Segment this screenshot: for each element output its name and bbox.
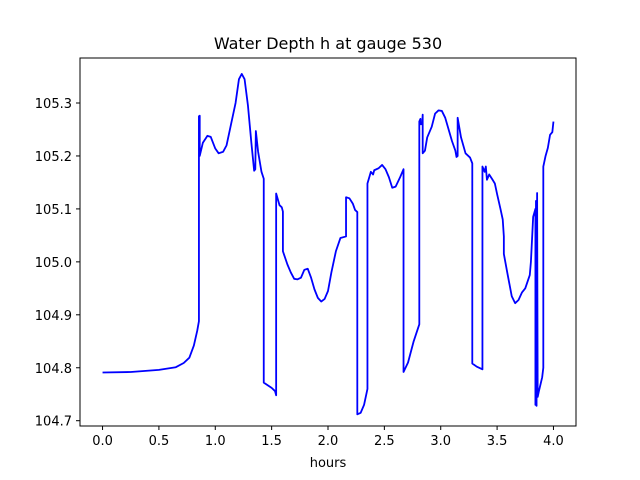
x-tick-label: 0.0 [92, 434, 113, 449]
x-tick-label: 1.5 [261, 434, 282, 449]
y-tick-label: 105.0 [35, 256, 72, 271]
series-line [102, 72, 555, 416]
y-tick-label: 104.8 [35, 362, 72, 377]
x-tick-label: 4.0 [543, 434, 564, 449]
chart-title: Water Depth h at gauge 530 [214, 34, 442, 53]
x-axis-ticks: 0.0 0.5 1.0 1.5 2.0 2.5 3.0 3.5 4.0 [92, 426, 564, 449]
plot-frame [79, 57, 577, 427]
x-tick-label: 3.0 [430, 434, 451, 449]
x-tick-label: 0.5 [149, 434, 170, 449]
y-tick-label: 104.7 [35, 415, 72, 430]
x-tick-label: 3.5 [487, 434, 508, 449]
y-tick-label: 105.2 [35, 150, 72, 165]
x-tick-label: 1.0 [205, 434, 226, 449]
x-tick-label: 2.0 [318, 434, 339, 449]
plot-area [102, 72, 555, 416]
y-tick-label: 105.3 [35, 97, 72, 112]
y-tick-label: 104.9 [35, 309, 72, 324]
y-tick-label: 105.1 [35, 203, 72, 218]
y-axis-ticks: 104.7 104.8 104.9 105.0 105.1 105.2 105.3 [35, 97, 80, 430]
x-axis-label: hours [310, 456, 347, 471]
x-tick-label: 2.5 [374, 434, 395, 449]
